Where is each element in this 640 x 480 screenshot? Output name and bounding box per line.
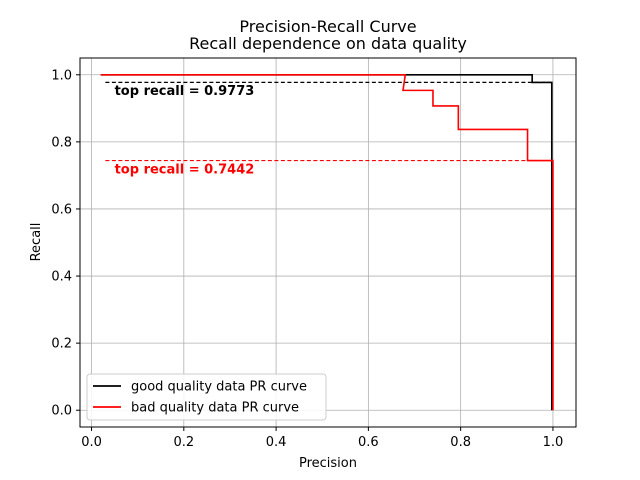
series-line-1 <box>100 73 554 411</box>
y-tick-label-5: 1.0 <box>51 68 72 83</box>
x-tick-label-1: 0.2 <box>173 435 194 450</box>
legend-box <box>86 373 327 421</box>
x-tick-label-5: 1.0 <box>543 435 564 450</box>
plot-frame <box>79 57 577 428</box>
x-tick-label-4: 0.8 <box>450 435 471 450</box>
y-axis-label: Recall <box>29 223 44 262</box>
y-tick-label-2: 0.4 <box>51 270 72 285</box>
y-tick-label-0: 0.0 <box>51 404 72 419</box>
annotation-1: top recall = 0.7442 <box>115 163 255 178</box>
series-line-0 <box>100 73 553 411</box>
x-axis-ticks: 0.0 0.2 0.4 0.6 0.8 1.0 <box>81 427 563 450</box>
legend-label-1: bad quality data PR curve <box>131 401 299 416</box>
y-tick-label-1: 0.2 <box>51 337 72 352</box>
annotation-0: top recall = 0.9773 <box>115 84 255 99</box>
legend-label-0: good quality data PR curve <box>131 380 307 395</box>
y-tick-label-4: 0.8 <box>51 135 72 150</box>
x-tick-label-3: 0.6 <box>358 435 379 450</box>
series-lines <box>100 73 554 411</box>
y-axis-ticks: 0.0 0.2 0.4 0.6 0.8 1.0 <box>51 68 80 419</box>
grid-lines <box>80 58 576 427</box>
x-axis-label: Precision <box>299 456 357 471</box>
y-tick-label-3: 0.6 <box>51 202 72 217</box>
chart-subtitle: Recall dependence on data quality <box>189 34 467 53</box>
x-tick-label-0: 0.0 <box>81 435 102 450</box>
chart-title: Precision-Recall Curve <box>239 17 416 36</box>
x-tick-label-2: 0.4 <box>266 435 287 450</box>
annotations: top recall = 0.9773 top recall = 0.7442 <box>115 84 255 178</box>
legend: good quality data PR curve bad quality da… <box>86 373 327 421</box>
reference-lines <box>105 81 553 162</box>
